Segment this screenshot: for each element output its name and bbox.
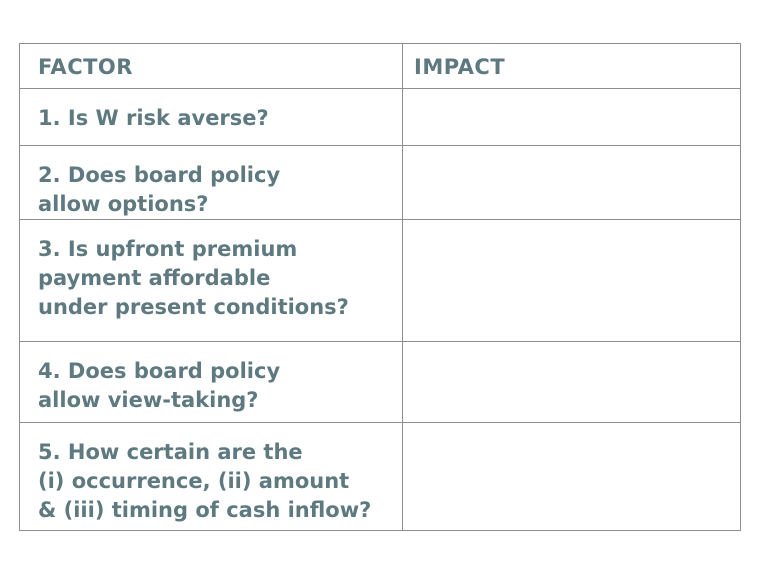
factor-impact-table: FACTOR IMPACT 1. Is W risk averse? 2. Do… [19, 43, 741, 531]
impact-cell [402, 145, 741, 220]
impact-column-header: IMPACT [402, 43, 741, 89]
table-row: 5. How certain are the (i) occurrence, (… [19, 422, 741, 531]
factor-cell: 4. Does board policy allow view-taking? [19, 341, 403, 423]
impact-cell [402, 219, 741, 342]
factor-cell: 1. Is W risk averse? [19, 88, 403, 146]
table-row: 4. Does board policy allow view-taking? [19, 341, 741, 423]
table-header-row: FACTOR IMPACT [19, 43, 741, 89]
table-row: 3. Is upfront premium payment affordable… [19, 219, 741, 342]
factor-column-header: FACTOR [19, 43, 403, 89]
impact-cell [402, 422, 741, 531]
table-row: 1. Is W risk averse? [19, 88, 741, 146]
factor-cell: 2. Does board policy allow options? [19, 145, 403, 220]
factor-cell: 5. How certain are the (i) occurrence, (… [19, 422, 403, 531]
factor-cell: 3. Is upfront premium payment affordable… [19, 219, 403, 342]
table-row: 2. Does board policy allow options? [19, 145, 741, 220]
impact-cell [402, 88, 741, 146]
impact-cell [402, 341, 741, 423]
